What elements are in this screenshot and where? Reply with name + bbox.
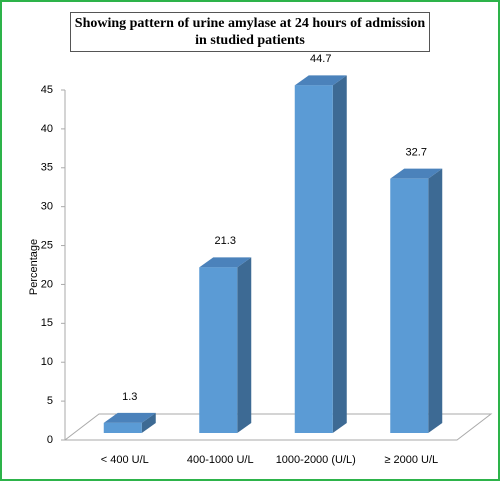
bar-top: [199, 257, 252, 268]
x-tick-label: 400-1000 U/L: [187, 454, 254, 466]
floor: [63, 413, 493, 441]
y-tick-label: 10: [41, 356, 53, 368]
x-tick-label: 1000-2000 (U/L): [276, 454, 356, 466]
bar-side: [332, 75, 347, 433]
bar: [199, 267, 238, 433]
y-tick-label: 5: [47, 395, 53, 407]
y-tick-label: 45: [41, 84, 53, 96]
bar-top: [390, 168, 443, 179]
bar-top: [103, 412, 156, 423]
y-tick-label: 0: [47, 434, 53, 446]
y-tick-label: 25: [41, 239, 53, 251]
bar: [390, 178, 429, 433]
y-axis-label: Percentage: [28, 239, 40, 295]
bar: [103, 422, 142, 433]
y-tick-label: 35: [41, 162, 53, 174]
bar-side: [428, 168, 443, 433]
bar: [294, 85, 333, 433]
y-tick-label: 30: [41, 201, 53, 213]
value-label: 21.3: [215, 235, 236, 247]
value-label: 32.7: [406, 147, 427, 159]
chart-title: Showing pattern of urine amylase at 24 h…: [70, 12, 430, 52]
x-tick-label: < 400 U/L: [101, 454, 149, 466]
value-label: 44.7: [310, 53, 331, 65]
x-tick-label: ≥ 2000 U/L: [384, 454, 438, 466]
bar-top: [294, 75, 347, 86]
bar-side: [237, 257, 252, 433]
bar-side: [141, 412, 156, 433]
y-tick-label: 15: [41, 317, 53, 329]
value-label: 1.3: [122, 391, 137, 403]
y-tick-label: 40: [41, 123, 53, 135]
y-tick-label: 20: [41, 278, 53, 290]
